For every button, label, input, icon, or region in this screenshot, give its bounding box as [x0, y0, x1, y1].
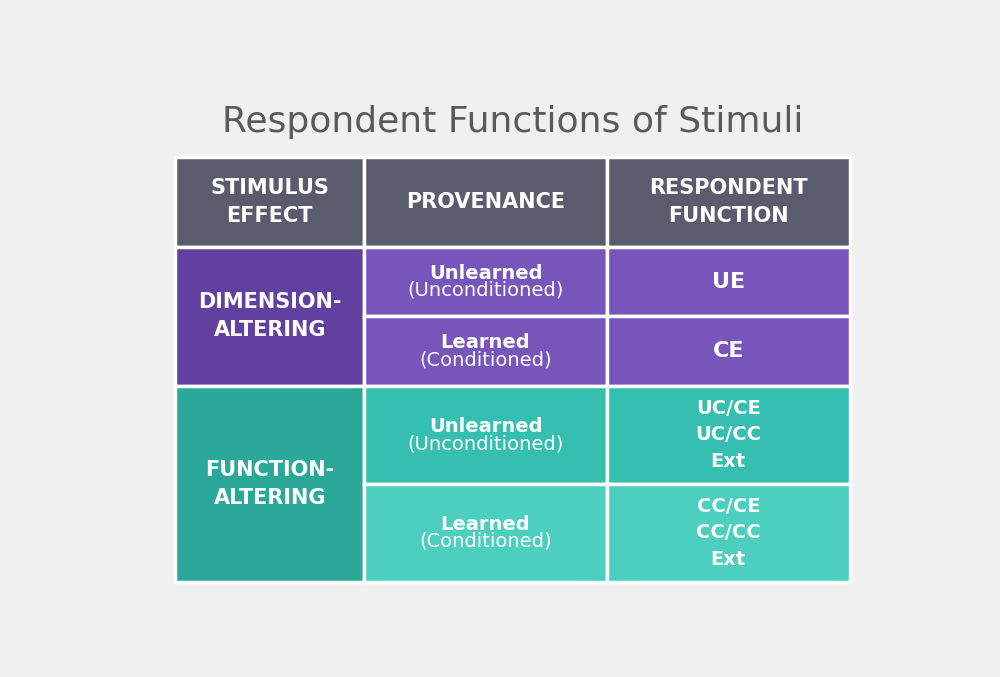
Text: RESPONDENT
FUNCTION: RESPONDENT FUNCTION — [649, 178, 808, 226]
FancyBboxPatch shape — [607, 386, 850, 484]
Text: UE: UE — [712, 271, 745, 292]
Text: STIMULUS
EFFECT: STIMULUS EFFECT — [210, 178, 329, 226]
Text: (Conditioned): (Conditioned) — [419, 532, 552, 551]
Text: UC/CE
UC/CC
Ext: UC/CE UC/CC Ext — [695, 399, 761, 471]
Text: Learned: Learned — [441, 333, 530, 352]
Text: CC/CE
CC/CC
Ext: CC/CE CC/CC Ext — [696, 497, 761, 569]
Text: PROVENANCE: PROVENANCE — [406, 192, 565, 212]
Text: Unlearned: Unlearned — [429, 417, 542, 436]
Text: CE: CE — [713, 341, 744, 362]
Text: FUNCTION-
ALTERING: FUNCTION- ALTERING — [205, 460, 334, 508]
FancyBboxPatch shape — [607, 247, 850, 316]
FancyBboxPatch shape — [607, 484, 850, 582]
FancyBboxPatch shape — [175, 157, 364, 247]
FancyBboxPatch shape — [607, 316, 850, 386]
Text: DIMENSION-
ALTERING: DIMENSION- ALTERING — [198, 292, 342, 341]
FancyBboxPatch shape — [175, 247, 364, 386]
FancyBboxPatch shape — [364, 386, 607, 484]
Text: (Unconditioned): (Unconditioned) — [407, 281, 564, 300]
Text: Unlearned: Unlearned — [429, 263, 542, 282]
Text: Learned: Learned — [441, 515, 530, 533]
FancyBboxPatch shape — [364, 157, 607, 247]
Text: Respondent Functions of Stimuli: Respondent Functions of Stimuli — [222, 105, 803, 139]
FancyBboxPatch shape — [364, 484, 607, 582]
FancyBboxPatch shape — [175, 386, 364, 582]
FancyBboxPatch shape — [607, 157, 850, 247]
FancyBboxPatch shape — [364, 316, 607, 386]
Text: (Conditioned): (Conditioned) — [419, 350, 552, 370]
FancyBboxPatch shape — [364, 247, 607, 316]
Text: (Unconditioned): (Unconditioned) — [407, 434, 564, 453]
